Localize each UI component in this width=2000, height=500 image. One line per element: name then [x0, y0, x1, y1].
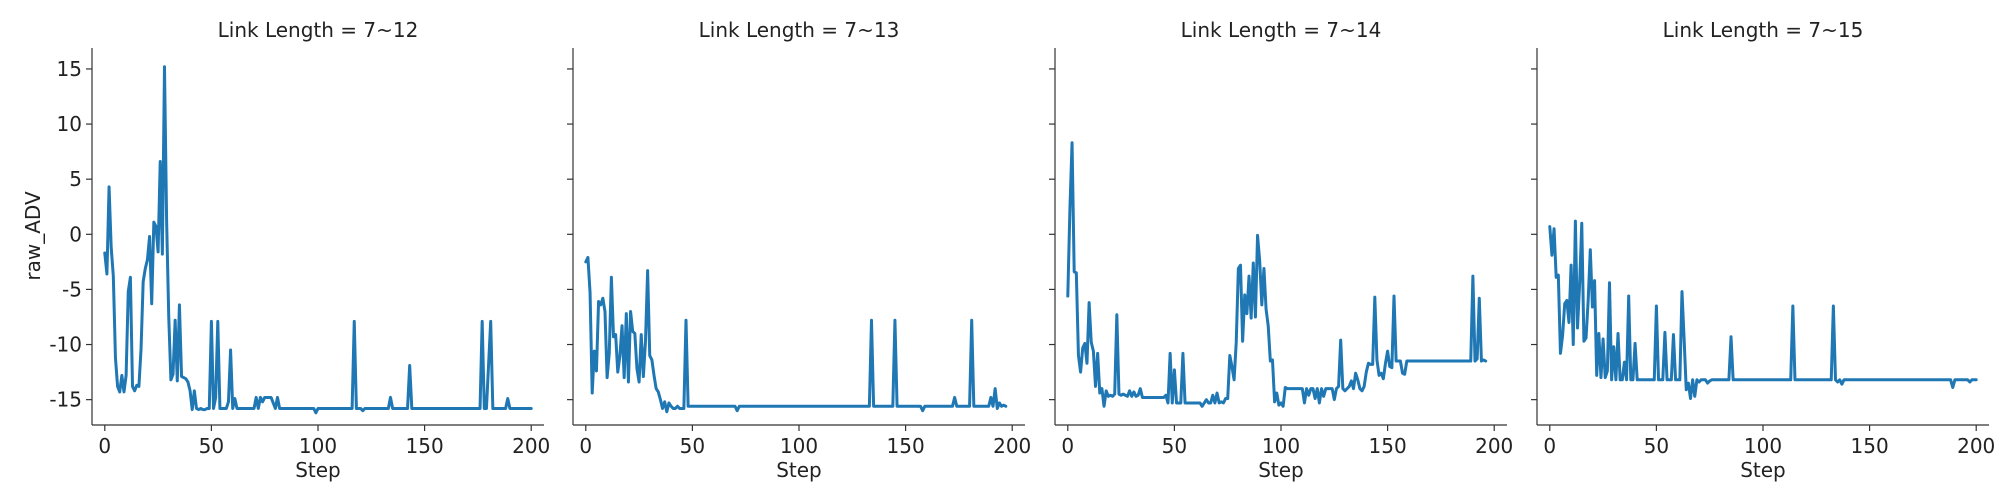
- x-tick-label: 150: [887, 434, 925, 458]
- x-tick-label: 200: [993, 434, 1031, 458]
- panel-2: Link Length = 7~13 0 50 100 150 200 Step: [567, 18, 1031, 482]
- x-tick-label: 0: [98, 434, 111, 458]
- y-axis-label: raw_ADV: [21, 191, 45, 281]
- series-line: [584, 255, 1008, 414]
- panels: Link Length = 7~120 50 100 150 200151050-5-1…: [49, 18, 1995, 482]
- x-tick-label: 0: [579, 434, 592, 458]
- y-tick-label: -15: [49, 388, 82, 412]
- x-axis-label: Step: [1740, 458, 1786, 482]
- panel-title: Link Length = 7~13: [699, 18, 900, 42]
- x-tick-label: 100: [299, 434, 337, 458]
- x-tick-label: 0: [1543, 434, 1556, 458]
- panel-4: Link Length = 7~15 0 50 100 150 200 Step: [1531, 18, 1995, 482]
- y-tick-label: 15: [57, 57, 82, 81]
- y-tick-label: 10: [57, 112, 82, 136]
- series-line: [1066, 141, 1488, 408]
- x-tick-label: 200: [1475, 434, 1513, 458]
- panel-title: Link Length = 7~12: [218, 18, 419, 42]
- panel-3: Link Length = 7~14 0 50 100 150 200 Step: [1049, 18, 1513, 482]
- x-tick-label: 50: [680, 434, 705, 458]
- y-tick-label: 5: [69, 167, 82, 191]
- x-axis-label: Step: [295, 458, 341, 482]
- y-tick-label: 0: [69, 222, 82, 246]
- x-tick-label: 50: [199, 434, 224, 458]
- y-axis-label-group: raw_ADV: [21, 191, 45, 281]
- x-tick-label: 100: [1262, 434, 1300, 458]
- x-tick-label: 150: [406, 434, 444, 458]
- x-axis-label: Step: [1258, 458, 1304, 482]
- y-tick-label: -5: [62, 277, 82, 301]
- series-line: [103, 65, 533, 415]
- x-tick-label: 150: [1851, 434, 1889, 458]
- series-line: [1548, 219, 1978, 401]
- x-tick-label: 100: [1744, 434, 1782, 458]
- x-tick-label: 200: [1957, 434, 1995, 458]
- x-tick-label: 200: [512, 434, 550, 458]
- panel-title: Link Length = 7~14: [1181, 18, 1382, 42]
- x-tick-label: 150: [1369, 434, 1407, 458]
- x-tick-label: 100: [780, 434, 818, 458]
- x-axis-label: Step: [776, 458, 822, 482]
- x-tick-label: 50: [1162, 434, 1187, 458]
- y-tick-label: -10: [49, 333, 82, 357]
- panel-1: Link Length = 7~120 50 100 150 200151050-5-1…: [49, 18, 550, 482]
- panel-title: Link Length = 7~15: [1663, 18, 1864, 42]
- x-tick-label: 50: [1644, 434, 1669, 458]
- x-tick-label: 0: [1061, 434, 1074, 458]
